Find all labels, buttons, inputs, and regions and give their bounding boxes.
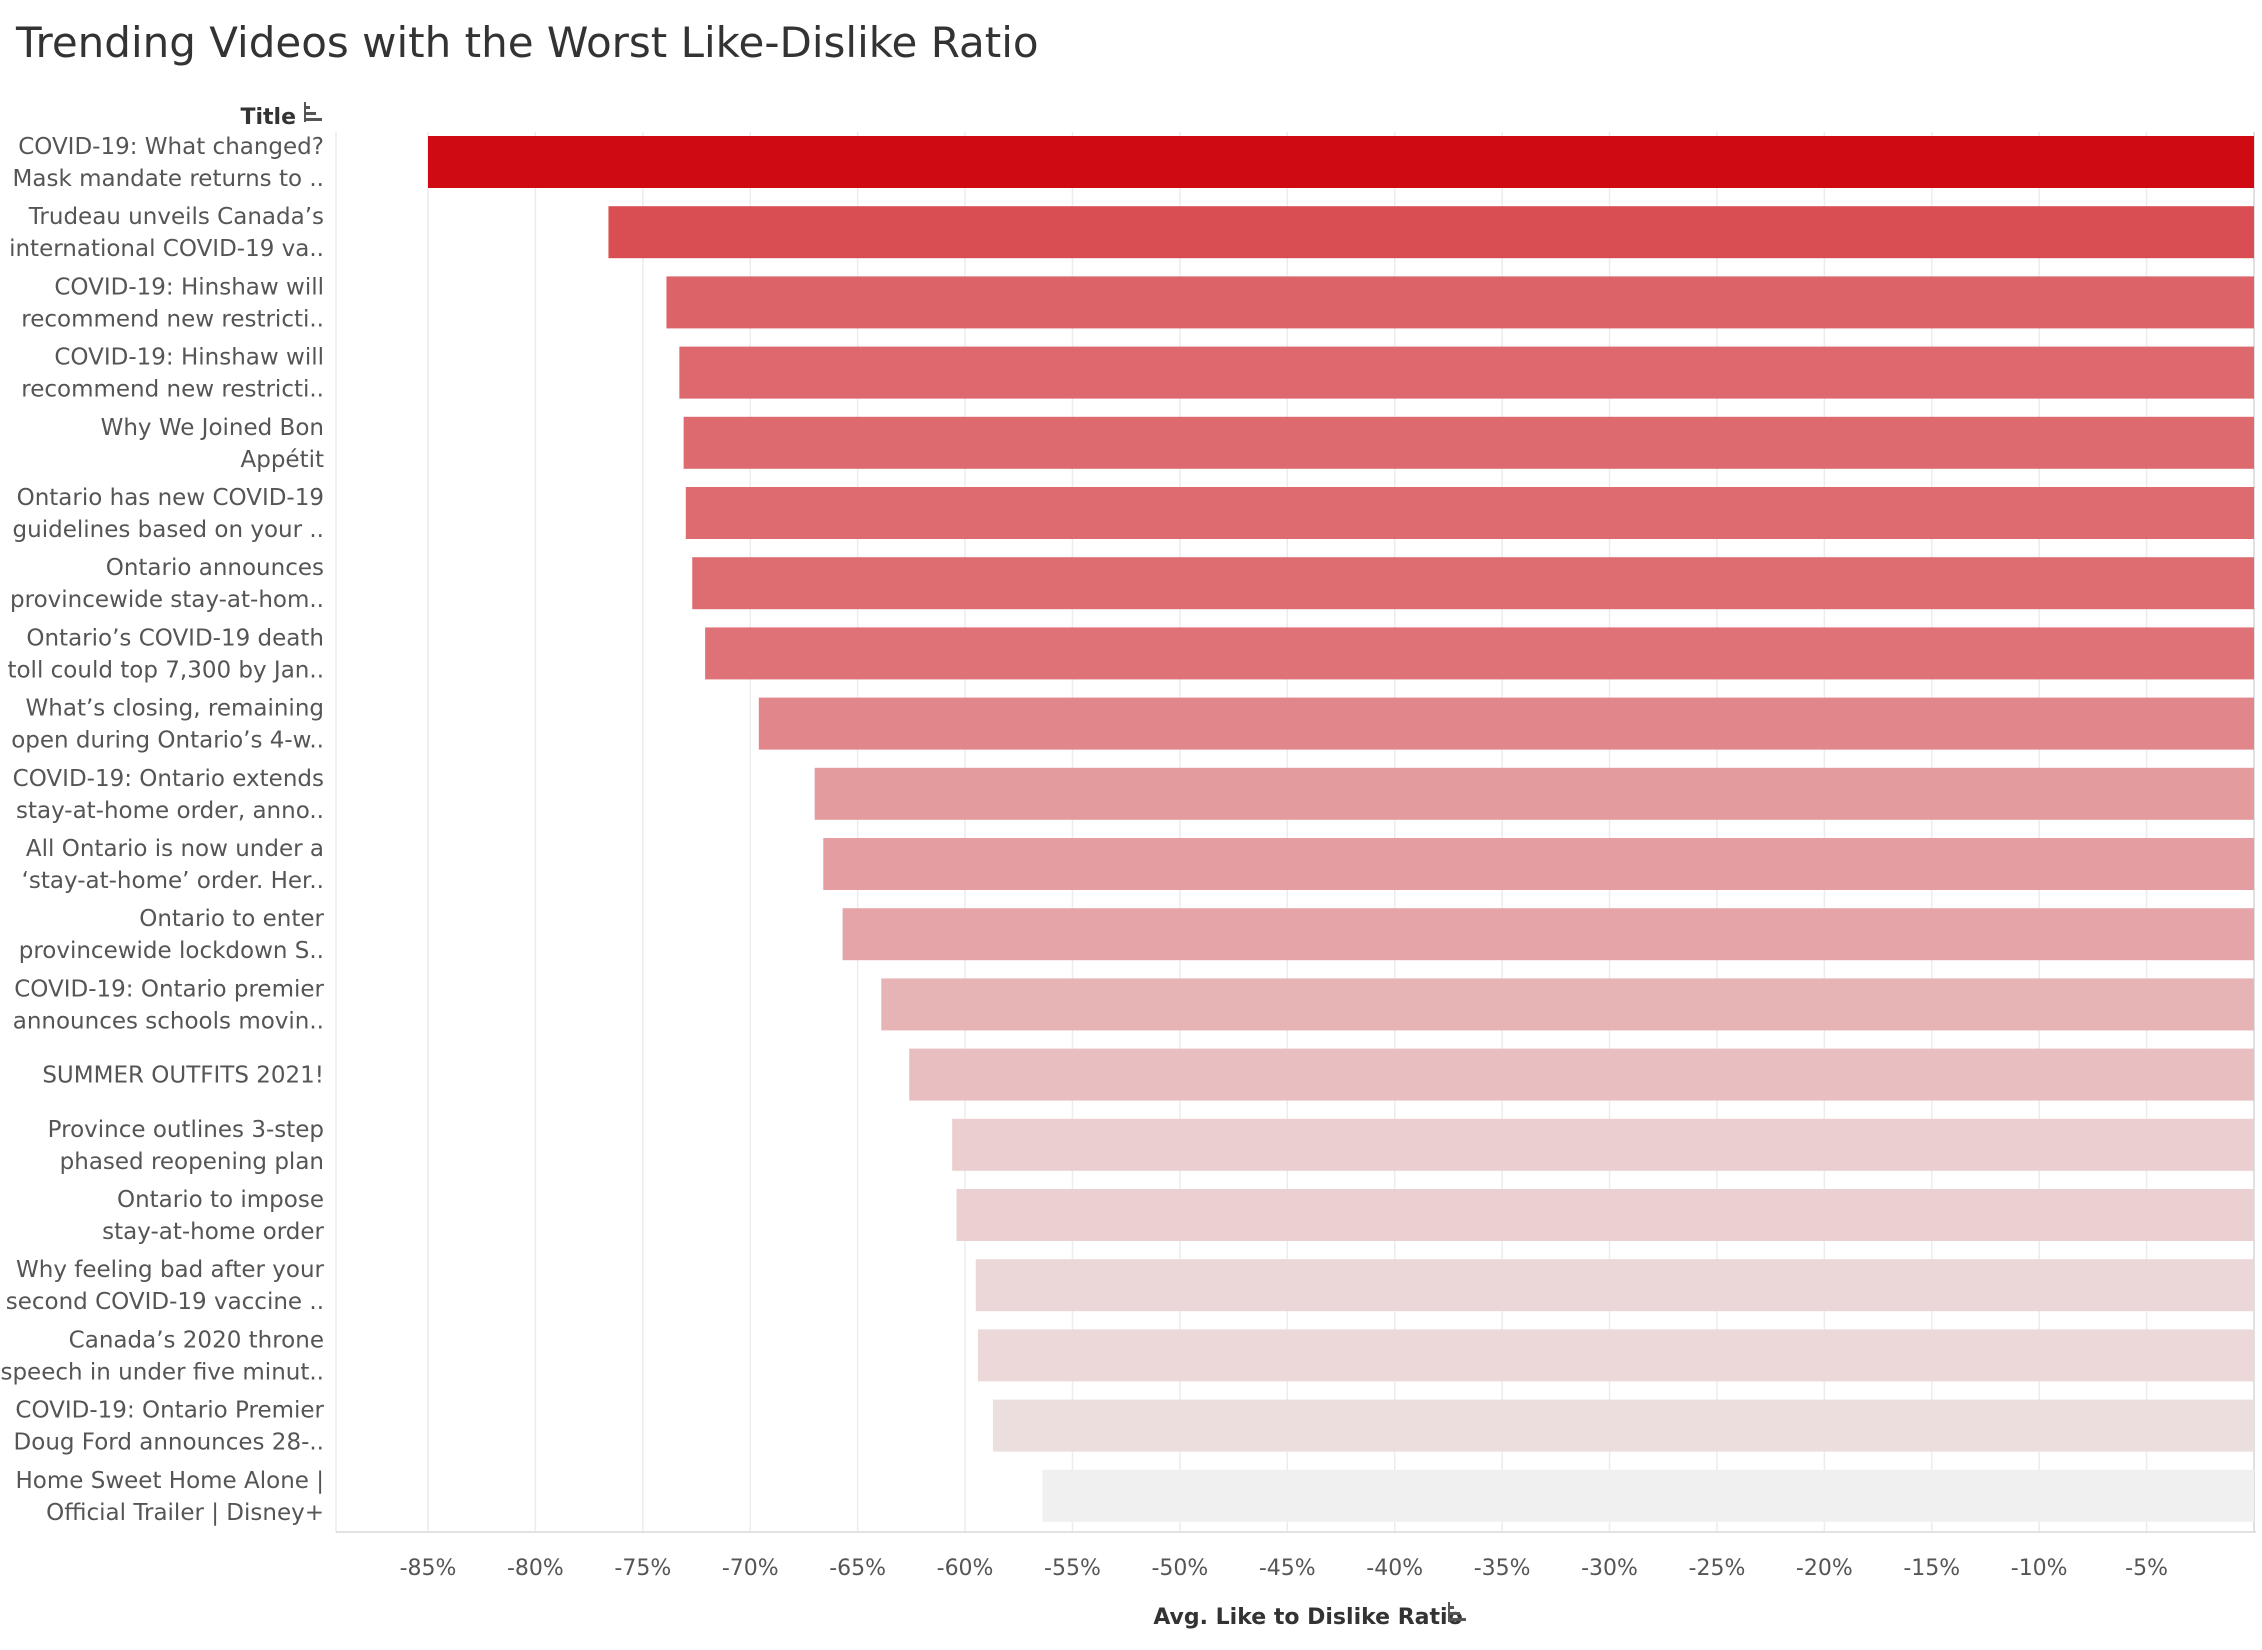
row-label: toll could top 7,300 by Jan.. <box>7 657 324 683</box>
bar[interactable] <box>758 697 2254 750</box>
sort-icon[interactable] <box>304 102 322 122</box>
row-label: stay-at-home order, anno.. <box>16 798 324 824</box>
bar[interactable] <box>692 557 2255 610</box>
row-label: Appétit <box>240 447 324 473</box>
row-label: phased reopening plan <box>60 1149 324 1175</box>
x-tick-label: -25% <box>1689 1556 1746 1581</box>
x-tick-label: -70% <box>722 1556 779 1581</box>
bar[interactable] <box>683 416 2254 469</box>
row-label: Ontario to enter <box>139 906 324 932</box>
row-label: Ontario announces <box>106 555 324 581</box>
row-label: SUMMER OUTFITS 2021! <box>42 1063 324 1089</box>
x-tick-label: -15% <box>1903 1556 1960 1581</box>
row-label: COVID-19: What changed? <box>18 134 324 160</box>
row-label: COVID-19: Ontario extends <box>13 766 324 792</box>
row-label: Canada’s 2020 throne <box>69 1327 324 1353</box>
row-label: Why We Joined Bon <box>101 415 324 441</box>
x-tick-label: -30% <box>1581 1556 1638 1581</box>
row-label: announces schools movin.. <box>13 1008 324 1034</box>
bar[interactable] <box>952 1118 2254 1171</box>
row-label: recommend new restricti.. <box>21 377 324 403</box>
row-label: guidelines based on your .. <box>13 517 324 543</box>
x-tick-label: -65% <box>829 1556 886 1581</box>
row-label: second COVID-19 vaccine .. <box>6 1289 324 1315</box>
row-label: Province outlines 3-step <box>48 1117 324 1143</box>
x-tick-label: -45% <box>1259 1556 1316 1581</box>
bar[interactable] <box>881 978 2255 1031</box>
bars <box>428 136 2255 1522</box>
row-label: Why feeling bad after your <box>16 1257 324 1283</box>
bar[interactable] <box>1042 1469 2254 1522</box>
row-label: Ontario has new COVID-19 <box>17 485 324 511</box>
x-tick-label: -75% <box>614 1556 671 1581</box>
bar[interactable] <box>842 908 2255 961</box>
row-label: Official Trailer | Disney+ <box>46 1500 324 1526</box>
x-tick-label: -85% <box>400 1556 457 1581</box>
x-tick-label: -50% <box>1151 1556 1208 1581</box>
row-label: COVID-19: Ontario premier <box>14 976 324 1002</box>
bar[interactable] <box>814 767 2254 820</box>
x-tick-label: -60% <box>937 1556 994 1581</box>
bar[interactable] <box>975 1259 2254 1312</box>
x-tick-label: -10% <box>2011 1556 2068 1581</box>
x-tick-label: -80% <box>507 1556 564 1581</box>
x-tick-label: -55% <box>1044 1556 1101 1581</box>
row-label: ‘stay-at-home’ order. Her.. <box>22 868 324 894</box>
bar[interactable] <box>909 1048 2254 1101</box>
x-axis: -85% -80% -75% -70% -65% -60% -55% -50% -45% -40%… <box>336 1531 2256 1581</box>
bar[interactable] <box>608 206 2254 259</box>
x-tick-label: -40% <box>1366 1556 1423 1581</box>
x-axis-title[interactable]: Avg. Like to Dislike Ratio <box>1153 1605 1462 1630</box>
x-tick-label: -35% <box>1474 1556 1531 1581</box>
x-axis-title-group[interactable]: Avg. Like to Dislike Ratio <box>1153 1602 1466 1630</box>
row-label: open during Ontario’s 4-w.. <box>11 728 324 754</box>
bar[interactable] <box>823 838 2254 890</box>
bar[interactable] <box>685 487 2254 539</box>
row-labels: COVID-19: What changed? Mask mandate retu… <box>0 134 324 1526</box>
sort-icon[interactable] <box>1448 1602 1466 1622</box>
bar[interactable] <box>705 627 2255 680</box>
bar[interactable] <box>679 346 2254 399</box>
row-label: provincewide lockdown S.. <box>19 938 324 964</box>
row-label: Doug Ford announces 28-.. <box>14 1430 324 1456</box>
row-label: Mask mandate returns to .. <box>13 166 324 192</box>
gridlines <box>335 132 2255 1532</box>
row-label: COVID-19: Hinshaw will <box>54 345 324 371</box>
row-label: international COVID-19 va.. <box>9 236 324 262</box>
x-tick-label: -5% <box>2125 1556 2168 1581</box>
column-header[interactable]: Title <box>240 102 322 130</box>
row-label: provincewide stay-at-hom.. <box>10 587 324 613</box>
x-tick-label: -20% <box>1796 1556 1853 1581</box>
bar[interactable] <box>956 1189 2255 1241</box>
row-label: Trudeau unveils Canada’s <box>28 204 324 230</box>
title-column-header[interactable]: Title <box>240 105 296 130</box>
row-label: recommend new restricti.. <box>21 306 324 332</box>
row-label: What’s closing, remaining <box>26 696 324 722</box>
bar[interactable] <box>977 1329 2254 1382</box>
row-label: All Ontario is now under a <box>26 836 324 862</box>
bar[interactable] <box>992 1399 2255 1452</box>
bar[interactable] <box>666 276 2254 329</box>
bar[interactable] <box>428 136 2254 188</box>
row-label: COVID-19: Ontario Premier <box>15 1398 324 1424</box>
row-label: Home Sweet Home Alone | <box>16 1468 325 1494</box>
row-label: stay-at-home order <box>102 1219 324 1245</box>
row-label: Ontario to impose <box>117 1187 324 1213</box>
chart-title: Trending Videos with the Worst Like-Disl… <box>16 18 1039 67</box>
row-label: Ontario’s COVID-19 death <box>26 625 324 651</box>
row-label: COVID-19: Hinshaw will <box>54 274 324 300</box>
row-label: speech in under five minut.. <box>0 1359 324 1385</box>
